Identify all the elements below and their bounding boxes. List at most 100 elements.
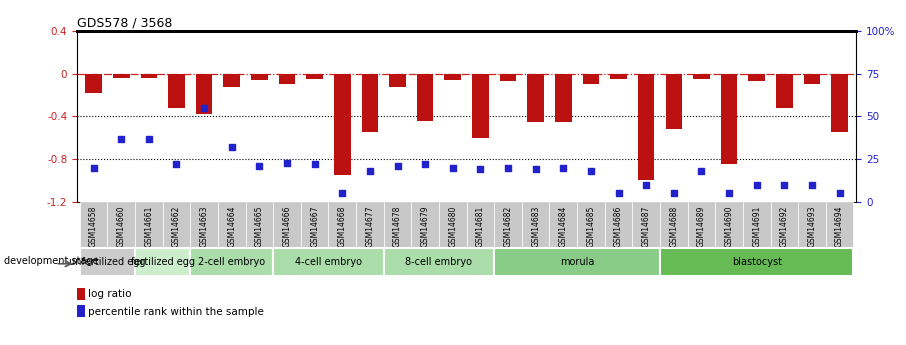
Bar: [384, 202, 411, 247]
Point: [501, 165, 516, 170]
Text: GSM14686: GSM14686: [614, 205, 623, 247]
Text: 2-cell embryo: 2-cell embryo: [198, 257, 265, 267]
Bar: [583, 74, 599, 85]
Bar: [638, 74, 654, 180]
Bar: [135, 202, 163, 247]
Bar: [825, 202, 853, 247]
Text: GSM14658: GSM14658: [89, 205, 98, 247]
Bar: [500, 74, 516, 81]
Text: GSM14668: GSM14668: [338, 205, 347, 247]
Bar: [721, 74, 737, 165]
Bar: [80, 248, 135, 276]
Point: [694, 168, 708, 174]
Bar: [770, 202, 798, 247]
Bar: [218, 202, 246, 247]
Bar: [274, 248, 384, 276]
Text: GSM14684: GSM14684: [559, 205, 568, 247]
Bar: [522, 202, 549, 247]
Text: GSM14681: GSM14681: [476, 205, 485, 247]
Bar: [804, 74, 820, 85]
Bar: [356, 202, 384, 247]
Bar: [274, 202, 301, 247]
Text: GSM14663: GSM14663: [199, 205, 208, 247]
Text: GSM14660: GSM14660: [117, 205, 126, 247]
Text: GSM14685: GSM14685: [586, 205, 595, 247]
Point: [667, 190, 681, 196]
Bar: [494, 248, 660, 276]
Bar: [306, 74, 323, 79]
Point: [114, 136, 129, 141]
Text: GSM14689: GSM14689: [697, 205, 706, 247]
Bar: [832, 74, 848, 132]
Text: GSM14682: GSM14682: [504, 205, 513, 247]
Bar: [417, 74, 433, 121]
Text: GSM14679: GSM14679: [420, 205, 429, 247]
Text: GSM14666: GSM14666: [283, 205, 292, 247]
Bar: [190, 202, 218, 247]
Bar: [666, 74, 682, 129]
Bar: [555, 74, 572, 122]
Bar: [611, 74, 627, 79]
Text: percentile rank within the sample: percentile rank within the sample: [89, 307, 265, 316]
Bar: [77, 288, 85, 300]
Point: [446, 165, 460, 170]
Point: [390, 163, 405, 169]
Point: [528, 167, 543, 172]
Bar: [251, 74, 267, 80]
Bar: [113, 74, 130, 78]
Text: GSM14665: GSM14665: [255, 205, 264, 247]
Bar: [748, 74, 765, 81]
Text: GSM14677: GSM14677: [365, 205, 374, 247]
Bar: [329, 202, 356, 247]
Point: [749, 182, 764, 188]
Bar: [604, 202, 632, 247]
Bar: [108, 202, 135, 247]
Point: [141, 136, 156, 141]
Text: log ratio: log ratio: [89, 289, 132, 299]
Point: [639, 182, 653, 188]
Point: [280, 160, 294, 165]
Point: [169, 161, 184, 167]
Point: [307, 161, 322, 167]
Text: GDS578 / 3568: GDS578 / 3568: [77, 17, 172, 30]
Bar: [527, 74, 544, 122]
Text: GSM14692: GSM14692: [780, 205, 789, 247]
Point: [473, 167, 487, 172]
Text: GSM14691: GSM14691: [752, 205, 761, 247]
Point: [197, 105, 211, 111]
Text: GSM14667: GSM14667: [310, 205, 319, 247]
Text: unfertilized egg: unfertilized egg: [69, 257, 146, 267]
Bar: [390, 74, 406, 87]
Point: [86, 165, 101, 170]
Text: GSM14687: GSM14687: [641, 205, 651, 247]
Bar: [77, 305, 85, 317]
Text: GSM14678: GSM14678: [393, 205, 402, 247]
Text: GSM14683: GSM14683: [531, 205, 540, 247]
Bar: [445, 74, 461, 80]
Bar: [163, 202, 190, 247]
Text: GSM14662: GSM14662: [172, 205, 181, 247]
Text: GSM14680: GSM14680: [448, 205, 458, 247]
Bar: [693, 74, 709, 79]
Point: [556, 165, 571, 170]
Point: [833, 190, 847, 196]
Point: [722, 190, 737, 196]
Text: GSM14661: GSM14661: [144, 205, 153, 247]
Bar: [715, 202, 743, 247]
Bar: [279, 74, 295, 85]
Text: GSM14693: GSM14693: [807, 205, 816, 247]
Bar: [135, 248, 190, 276]
Bar: [472, 74, 488, 138]
Bar: [798, 202, 825, 247]
Bar: [301, 202, 329, 247]
Bar: [80, 202, 108, 247]
Bar: [467, 202, 494, 247]
Point: [225, 145, 239, 150]
Bar: [688, 202, 715, 247]
Text: blastocyst: blastocyst: [732, 257, 782, 267]
Point: [335, 190, 350, 196]
Text: fertilized egg: fertilized egg: [130, 257, 195, 267]
Bar: [776, 74, 793, 108]
Bar: [660, 248, 853, 276]
Bar: [577, 202, 604, 247]
